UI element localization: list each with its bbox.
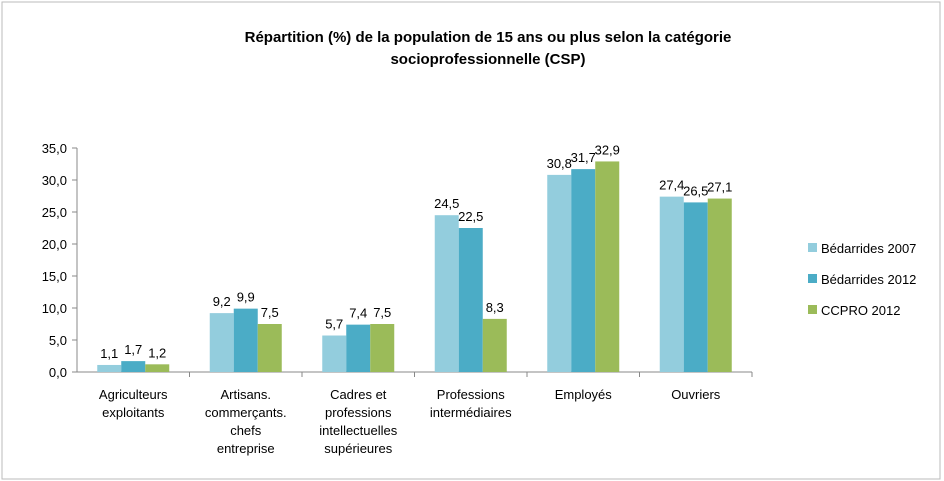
value-label: 8,3 [486,300,504,315]
bar [257,324,282,372]
bar [209,313,234,372]
y-tick-label: 10,0 [42,301,67,316]
bar [322,335,347,372]
bar [547,174,572,372]
value-label: 7,4 [349,306,367,321]
value-label: 27,4 [659,178,684,193]
value-label: 22,5 [458,209,483,224]
x-tick-label: Agriculteurs exploitants [99,387,168,420]
value-label: 1,2 [148,345,166,360]
x-tick-label: Artisans. commerçants. chefs entreprise [205,387,287,456]
bar [683,202,708,372]
bar [659,196,684,372]
value-label: 7,5 [261,305,279,320]
bar [145,364,170,372]
value-label: 26,5 [683,183,708,198]
legend-swatch [808,274,817,283]
bar [571,169,596,372]
y-tick-label: 30,0 [42,173,67,188]
value-label: 30,8 [547,156,572,171]
y-tick-label: 20,0 [42,237,67,252]
legend-label: CCPRO 2012 [821,303,900,318]
bar [458,228,483,372]
y-tick-label: 25,0 [42,205,67,220]
y-tick-label: 0,0 [49,365,67,380]
value-label: 5,7 [325,317,343,332]
x-tick-label: Employés [555,387,613,402]
x-tick-label: Cadres et professions intellectuelles supér… [319,387,398,456]
bar [434,215,459,372]
x-tick-label: Professions intermédiaires [430,387,512,420]
x-tick-label: Ouvriers [671,387,721,402]
bar [370,324,395,372]
bar [346,324,371,372]
value-label: 9,9 [237,290,255,305]
legend-swatch [808,243,817,252]
bar [121,361,146,372]
bar [482,318,507,372]
value-label: 9,2 [213,294,231,309]
value-label: 1,1 [100,346,118,361]
y-tick-label: 5,0 [49,333,67,348]
chart-title: Répartition (%) de la population de 15 a… [245,29,732,68]
value-label: 24,5 [434,196,459,211]
legend-swatch [808,305,817,314]
value-label: 7,5 [373,305,391,320]
value-label: 32,9 [595,142,620,157]
y-tick-label: 15,0 [42,269,67,284]
y-tick-label: 35,0 [42,141,67,156]
legend-label: Bédarrides 2012 [821,272,916,287]
value-label: 27,1 [707,180,732,195]
value-label: 31,7 [571,150,596,165]
bar [707,198,732,372]
bar [233,308,258,372]
bar [595,161,620,372]
bar [97,364,122,372]
legend-label: Bédarrides 2007 [821,241,916,256]
value-label: 1,7 [124,342,142,357]
